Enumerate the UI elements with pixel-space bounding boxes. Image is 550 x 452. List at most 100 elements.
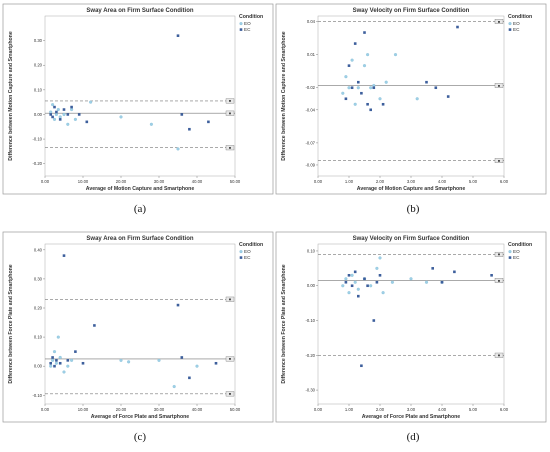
point-ec <box>369 108 372 112</box>
legend-marker-ec <box>508 28 512 31</box>
y-axis-label: Difference between Force Plate and Smart… <box>8 264 14 383</box>
x-tick-label: 2.00 <box>376 179 385 184</box>
point-ec <box>81 361 85 365</box>
point-eo <box>52 350 57 354</box>
y-tick-label: 0.01 <box>307 52 316 57</box>
y-tick-label: -0.07 <box>305 140 315 145</box>
reference-line-tag: ■ <box>229 112 231 116</box>
x-tick-label: 3.00 <box>407 407 416 412</box>
point-ec <box>53 364 56 368</box>
point-eo <box>49 364 53 368</box>
reference-line-tag-box <box>225 110 235 116</box>
x-tick-label: 6.00 <box>500 407 509 412</box>
point-eo <box>390 280 394 284</box>
point-ec <box>62 108 66 111</box>
point-ec <box>49 113 52 116</box>
reference-line-tag-box <box>494 278 504 283</box>
point-eo <box>347 291 351 295</box>
reference-line-tag-box <box>494 158 504 164</box>
point-ec <box>85 120 89 124</box>
point-ec <box>357 294 360 298</box>
point-ec <box>74 350 77 353</box>
legend-entry-label: EO <box>244 21 251 26</box>
x-tick-label: 20.00 <box>116 179 127 184</box>
y-tick-label: 0.10 <box>307 248 316 253</box>
y-tick-label: -0.30 <box>305 388 315 393</box>
point-ec <box>77 113 81 116</box>
legend-title: Condition <box>508 242 532 248</box>
x-tick-label: 2.00 <box>376 407 385 412</box>
point-ec <box>490 274 493 277</box>
point-eo <box>384 80 388 84</box>
point-eo <box>49 110 53 114</box>
point-eo <box>119 115 123 119</box>
chart-title: Sway Velocity on Firm Surface Condition <box>353 236 470 242</box>
y-tick-label: 0.00 <box>307 283 316 288</box>
legend-entry-label: EO <box>513 21 520 26</box>
point-eo <box>362 64 367 68</box>
point-ec <box>363 277 366 281</box>
legend-marker-ec <box>239 256 243 259</box>
point-eo <box>347 86 351 90</box>
caption-b: (b) <box>407 203 420 215</box>
reference-line-tag: ■ <box>498 159 500 163</box>
point-ec <box>353 42 357 45</box>
plot-area <box>44 15 236 177</box>
chart-panel-c: Sway Area on Firm Surface Condition 0.00 1… <box>2 231 274 423</box>
point-eo <box>58 355 62 360</box>
point-eo <box>51 103 55 107</box>
legend-title: Condition <box>239 242 263 248</box>
x-tick-label: 6.00 <box>500 179 509 184</box>
caption-a: (a) <box>134 203 147 215</box>
point-ec <box>55 110 58 114</box>
y-tick-label: -0.09 <box>305 162 315 167</box>
point-ec <box>70 105 73 109</box>
x-axis-label: Average of Motion Capture and Smartphone <box>357 186 466 192</box>
reference-line-tag: ■ <box>229 298 231 302</box>
point-eo <box>424 280 429 284</box>
y-tick-label: -0.10 <box>32 393 42 398</box>
x-tick-label: 1.00 <box>345 179 354 184</box>
legend-entry-label: EC <box>513 255 520 260</box>
point-ec <box>53 105 56 109</box>
point-eo <box>66 122 70 126</box>
point-eo <box>381 291 385 295</box>
point-ec <box>366 102 369 106</box>
y-tick-label: -0.20 <box>32 161 42 166</box>
point-ec <box>446 95 450 98</box>
point-eo <box>56 335 60 339</box>
legend-entry-label: EC <box>244 255 251 260</box>
point-eo <box>172 384 176 389</box>
x-tick-label: 10.00 <box>78 407 89 412</box>
reference-line-tag: ■ <box>229 357 231 361</box>
point-eo <box>70 107 74 112</box>
point-ec <box>372 319 376 322</box>
reference-line-tag: ■ <box>498 253 500 257</box>
x-tick-label: 5.00 <box>469 179 478 184</box>
point-ec <box>360 91 363 95</box>
chart-title: Sway Area on Firm Surface Condition <box>86 8 193 14</box>
point-ec <box>375 280 379 284</box>
point-ec <box>381 102 385 106</box>
y-axis-label: Difference between Force Plate and Smart… <box>281 264 287 383</box>
point-eo <box>62 370 66 374</box>
point-ec <box>350 86 354 90</box>
legend-marker-eo <box>508 250 512 254</box>
point-eo <box>56 107 60 112</box>
point-ec <box>440 280 444 284</box>
y-tick-label: -0.02 <box>305 85 315 90</box>
panel-frame <box>275 3 547 195</box>
point-eo <box>344 75 348 79</box>
point-ec <box>58 118 62 121</box>
point-eo <box>89 100 93 104</box>
point-ec <box>51 115 54 119</box>
panel-frame <box>275 231 547 423</box>
point-ec <box>188 376 191 380</box>
reference-line-tag-box <box>225 356 235 362</box>
reference-line-tag: ■ <box>229 146 231 150</box>
point-ec <box>55 359 58 362</box>
reference-line-tag-box <box>225 98 235 104</box>
y-tick-label: 0.30 <box>34 38 43 43</box>
y-tick-label: 0.04 <box>307 19 316 24</box>
legend-marker-eo <box>239 22 243 26</box>
